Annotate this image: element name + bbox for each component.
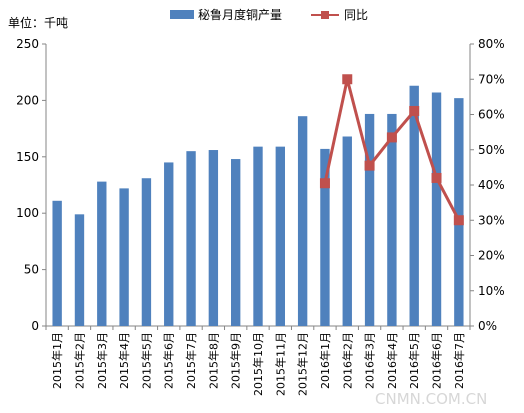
- left-tick-label: 150: [16, 150, 39, 164]
- right-tick-label: 10%: [478, 284, 505, 298]
- x-tick-label: 2015年7月: [184, 332, 198, 389]
- yoy-point: [342, 74, 353, 85]
- x-tick-label: 2015年4月: [117, 332, 131, 389]
- legend-marker-yoy: [321, 11, 329, 19]
- bar: [253, 146, 263, 326]
- right-tick-label: 30%: [478, 213, 505, 227]
- yoy-point: [364, 160, 375, 171]
- legend-swatch-bar: [170, 10, 194, 19]
- left-tick-label: 200: [16, 93, 39, 107]
- left-tick-label: 100: [16, 206, 39, 220]
- right-tick-labels: 0% 10% 20% 30% 40% 50% 60% 70% 80%: [470, 37, 505, 333]
- right-tick-label: 70%: [478, 72, 505, 86]
- bar: [297, 116, 308, 326]
- bar: [409, 85, 419, 327]
- x-tick-label: 2016年3月: [363, 332, 377, 389]
- x-tick-label: 2015年3月: [95, 332, 109, 389]
- bar: [164, 162, 174, 326]
- bar: [208, 150, 219, 326]
- x-tick-label: 2015年12月: [296, 332, 310, 396]
- bar: [52, 200, 62, 326]
- bar: [364, 113, 375, 326]
- bar: [431, 92, 442, 326]
- bar: [454, 98, 464, 326]
- x-tick-label: 2016年7月: [452, 332, 466, 389]
- bar: [186, 151, 196, 326]
- watermark: CNMN.COM.CN: [375, 390, 487, 408]
- x-tick-label: 2015年8月: [206, 332, 220, 389]
- right-tick-label: 0%: [478, 319, 497, 333]
- right-tick-label: 50%: [478, 143, 505, 157]
- bar-series: [52, 85, 464, 327]
- legend: 秘鲁月度铜产量 同比: [170, 7, 368, 22]
- x-tick-label: 2015年6月: [162, 332, 176, 389]
- x-tick-labels: 2015年1月 2015年2月 2015年3月 2015年4月 2015年5月 2015年…: [45, 326, 471, 396]
- x-tick-label: 2016年5月: [407, 332, 421, 389]
- yoy-point: [386, 132, 397, 143]
- x-tick-label: 2015年11月: [273, 332, 287, 396]
- right-tick-label: 60%: [478, 108, 505, 122]
- left-tick-label: 0: [31, 319, 39, 333]
- bar: [230, 159, 241, 326]
- x-tick-label: 2016年4月: [385, 332, 399, 389]
- yoy-point: [453, 215, 464, 226]
- bar: [320, 148, 330, 326]
- x-tick-label: 2015年9月: [229, 332, 243, 389]
- unit-label: 单位：千吨: [8, 15, 68, 30]
- x-tick-label: 2016年1月: [318, 332, 332, 389]
- left-tick-label: 250: [16, 37, 39, 51]
- left-tick-label: 50: [24, 263, 39, 277]
- yoy-point: [431, 172, 442, 183]
- right-tick-label: 40%: [478, 178, 505, 192]
- bar: [387, 113, 397, 326]
- x-tick-label: 2015年1月: [50, 332, 64, 389]
- bar: [342, 136, 352, 326]
- line-series: [319, 74, 464, 226]
- bar: [119, 188, 129, 326]
- bar: [275, 146, 286, 326]
- legend-label-yoy: 同比: [344, 8, 368, 22]
- bar: [97, 181, 107, 326]
- bar: [141, 178, 152, 326]
- legend-label-bar: 秘鲁月度铜产量: [198, 7, 282, 22]
- x-tick-label: 2015年5月: [139, 332, 153, 389]
- x-tick-label: 2016年2月: [340, 332, 354, 389]
- right-tick-label: 80%: [478, 37, 505, 51]
- yoy-point: [319, 178, 330, 189]
- right-tick-label: 20%: [478, 249, 505, 263]
- yoy-point: [409, 105, 420, 116]
- x-tick-label: 2016年6月: [430, 332, 444, 389]
- bar: [74, 214, 85, 326]
- left-tick-labels: 0 50 100 150 200 250: [16, 37, 46, 333]
- x-tick-label: 2015年2月: [72, 332, 86, 389]
- x-tick-label: 2015年10月: [251, 332, 265, 396]
